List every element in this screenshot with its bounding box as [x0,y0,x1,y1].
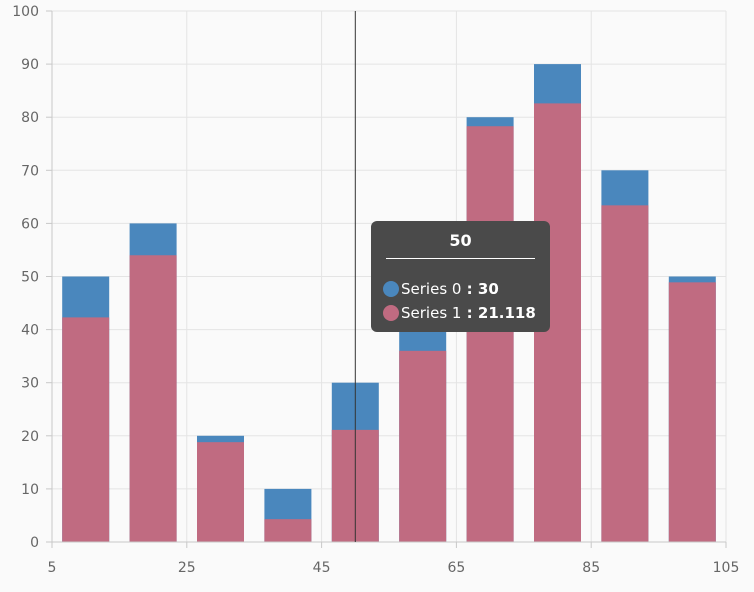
x-tick-label: 85 [582,560,600,576]
series-1-legend-dot [383,305,399,321]
y-tick-label: 60 [21,216,39,232]
x-tick-label: 65 [447,560,465,576]
x-tick-label: 45 [313,560,331,576]
y-tick-label: 30 [21,376,39,392]
y-tick-label: 0 [30,535,39,551]
bar-series-1-10 [62,317,110,542]
bar-series-1-60 [399,350,447,542]
tooltip: 50 Series 0 : 30 Series 1 : 21.118 [371,221,550,332]
y-tick-label: 10 [21,482,39,498]
tooltip-series-1-value: 21.118 [477,304,536,322]
tooltip-series-1-name: Series 1 [401,304,462,322]
y-tick-label: 90 [21,57,39,73]
bar-series-1-90 [601,205,649,542]
y-tick-label: 50 [21,270,39,286]
y-tick-label: 100 [12,4,39,20]
tooltip-series-0-name: Series 0 [401,280,462,298]
tooltip-row-series-1: Series 1 : 21.118 [383,303,536,323]
tooltip-row-series-0: Series 0 : 30 [383,279,499,299]
y-tick-label: 40 [21,323,39,339]
tooltip-series-0-value: 30 [477,280,499,298]
x-tick-label: 105 [713,560,740,576]
tooltip-divider [386,258,535,259]
bar-series-1-30 [197,442,244,542]
tooltip-header: 50 [449,231,472,250]
y-tick-label: 20 [21,429,39,445]
x-tick-label: 25 [178,560,196,576]
bar-series-1-100 [668,282,716,542]
x-tick-label: 5 [48,560,57,576]
tick-labels: 0 10 20 30 40 50 60 70 80 90 100 5 25 45 65 85 105 [12,4,739,576]
axes [46,10,727,548]
y-tick-label: 70 [21,163,39,179]
series-0-legend-dot [383,281,399,297]
bars [62,64,716,543]
y-tick-label: 80 [21,110,39,126]
bar-series-1-40 [264,519,312,542]
bar-series-1-70 [466,126,514,543]
bar-series-1-20 [129,255,177,542]
